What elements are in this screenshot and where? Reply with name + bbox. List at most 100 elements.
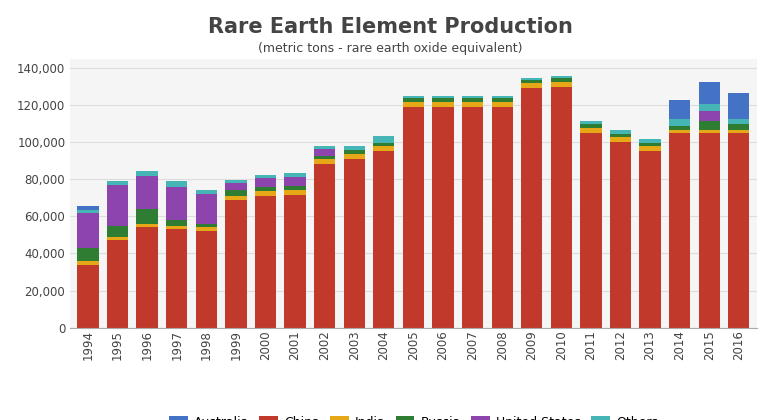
Bar <box>432 107 454 328</box>
Bar <box>285 190 306 195</box>
Bar <box>432 97 454 98</box>
Bar <box>462 97 484 98</box>
Bar <box>610 142 631 328</box>
Bar <box>373 147 395 152</box>
Bar <box>699 81 720 104</box>
Bar <box>729 119 750 124</box>
Bar <box>640 147 661 152</box>
Bar <box>580 121 601 124</box>
Bar <box>136 176 158 209</box>
Bar <box>432 98 454 102</box>
Bar <box>669 119 690 126</box>
Bar <box>669 130 690 133</box>
Bar <box>107 237 128 241</box>
Bar <box>136 209 158 224</box>
Bar <box>196 228 217 231</box>
Bar <box>432 102 454 107</box>
Bar <box>136 171 158 176</box>
Bar <box>402 102 424 107</box>
Bar <box>551 87 572 328</box>
Bar <box>255 178 276 187</box>
Bar <box>77 261 98 265</box>
Bar <box>255 175 276 178</box>
Bar <box>640 143 661 147</box>
Bar <box>699 111 720 121</box>
Bar <box>729 130 750 133</box>
Bar <box>729 133 750 328</box>
Bar <box>669 100 690 119</box>
Bar <box>580 124 601 128</box>
Bar <box>491 107 512 328</box>
Bar <box>729 124 750 130</box>
Bar <box>373 136 395 143</box>
Bar <box>107 226 128 237</box>
Bar <box>521 78 542 80</box>
Bar <box>699 130 720 133</box>
Bar <box>225 190 246 196</box>
Bar <box>610 134 631 137</box>
Bar <box>314 146 335 149</box>
Bar <box>610 130 631 134</box>
Bar <box>136 228 158 328</box>
Bar <box>551 76 572 78</box>
Bar <box>580 133 601 328</box>
Bar <box>491 98 512 102</box>
Bar <box>196 231 217 328</box>
Bar <box>196 190 217 194</box>
Bar <box>551 81 572 87</box>
Bar <box>77 248 98 261</box>
Text: Rare Earth Element Production: Rare Earth Element Production <box>207 17 573 37</box>
Bar <box>255 187 276 191</box>
Bar <box>77 210 98 213</box>
Bar <box>610 137 631 142</box>
Bar <box>136 224 158 228</box>
Bar <box>580 128 601 133</box>
Bar <box>107 185 128 226</box>
Bar <box>373 152 395 328</box>
Text: (metric tons - rare earth oxide equivalent): (metric tons - rare earth oxide equivale… <box>257 42 523 55</box>
Bar <box>343 154 365 159</box>
Bar <box>343 147 365 150</box>
Bar <box>77 213 98 248</box>
Bar <box>225 183 246 190</box>
Bar <box>166 181 187 187</box>
Bar <box>285 195 306 328</box>
Bar <box>462 107 484 328</box>
Bar <box>196 224 217 228</box>
Bar <box>255 196 276 328</box>
Bar <box>521 84 542 89</box>
Bar <box>285 186 306 190</box>
Bar <box>373 143 395 147</box>
Bar <box>699 121 720 130</box>
Bar <box>551 78 572 81</box>
Bar <box>314 160 335 165</box>
Bar <box>462 98 484 102</box>
Bar <box>255 191 276 196</box>
Bar <box>491 102 512 107</box>
Bar <box>669 133 690 328</box>
Bar <box>107 181 128 185</box>
Bar <box>314 149 335 156</box>
Bar <box>166 226 187 229</box>
Bar <box>402 107 424 328</box>
Bar <box>521 80 542 84</box>
Bar <box>196 194 217 224</box>
Bar <box>402 98 424 102</box>
Bar <box>640 152 661 328</box>
Bar <box>729 93 750 119</box>
Legend: Australia, China, India, Russia, United States, Others: Australia, China, India, Russia, United … <box>164 411 663 420</box>
Bar <box>285 173 306 177</box>
Bar <box>285 177 306 186</box>
Bar <box>225 180 246 183</box>
Bar <box>314 165 335 328</box>
Bar <box>166 229 187 328</box>
Bar <box>77 206 98 210</box>
Bar <box>669 126 690 130</box>
Bar <box>166 220 187 226</box>
Bar <box>166 187 187 220</box>
Bar <box>314 156 335 160</box>
Bar <box>640 139 661 143</box>
Bar <box>462 102 484 107</box>
Bar <box>699 104 720 111</box>
Bar <box>225 196 246 200</box>
